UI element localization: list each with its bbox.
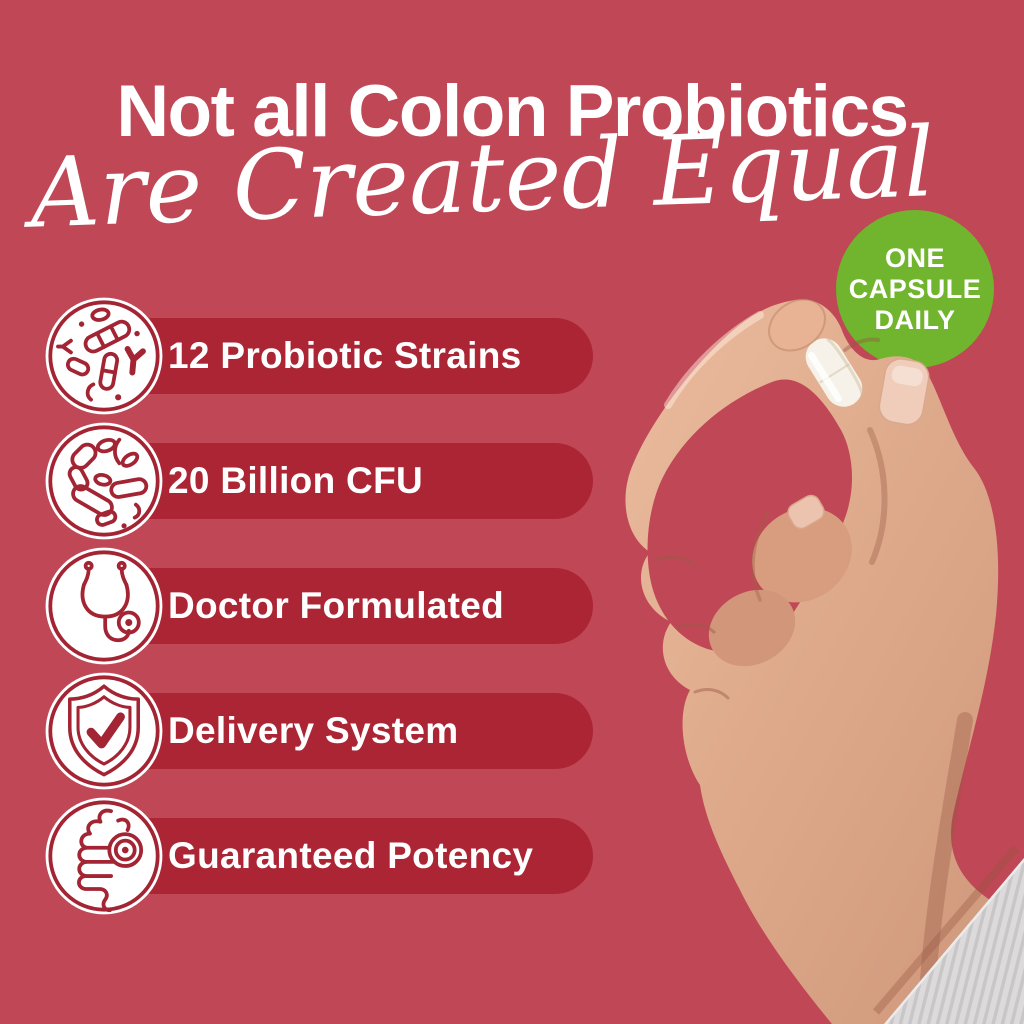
folded-finger — [708, 589, 796, 667]
feature-label: Guaranteed Potency — [168, 835, 534, 876]
folded-finger — [752, 507, 852, 603]
index-fingertip — [768, 298, 826, 352]
feature-row: Guaranteed Potency — [45, 797, 593, 915]
feature-label: Doctor Formulated — [168, 585, 505, 626]
intestine-icon — [45, 797, 163, 915]
feature-row: 20 Billion CFU — [45, 422, 593, 540]
feature-banner — [103, 318, 593, 394]
badge-line-2: CAPSULE — [848, 273, 982, 304]
folded-fingernail — [787, 494, 825, 530]
stethoscope-icon — [45, 547, 163, 665]
feature-banner — [103, 818, 593, 894]
headline: Not all Colon Probiotics — [116, 71, 909, 152]
feature-banner — [103, 693, 593, 769]
finger-ring-hole — [647, 379, 853, 653]
feature-row: Delivery System — [45, 672, 593, 790]
probiotic-cfu-icon — [45, 422, 163, 540]
shield-check-icon — [45, 672, 163, 790]
feature-banner — [103, 443, 593, 519]
sleeve — [884, 858, 1024, 1024]
feature-banner — [103, 568, 593, 644]
one-capsule-daily-badge: ONE CAPSULE DAILY — [836, 210, 994, 368]
feature-label: Delivery System — [168, 710, 459, 751]
feature-row: 12 Probiotic Strains — [45, 297, 593, 415]
badge-line-3: DAILY — [874, 304, 956, 335]
feature-list: 12 Probiotic Strains — [45, 0, 593, 1024]
feature-row: Doctor Formulated — [45, 547, 593, 665]
feature-label: 12 Probiotic Strains — [168, 335, 522, 376]
badge-line-1: ONE — [884, 242, 945, 273]
hand-silhouette — [625, 299, 1024, 1024]
bacteria-strains-icon — [45, 297, 163, 415]
feature-label: 20 Billion CFU — [168, 460, 423, 501]
